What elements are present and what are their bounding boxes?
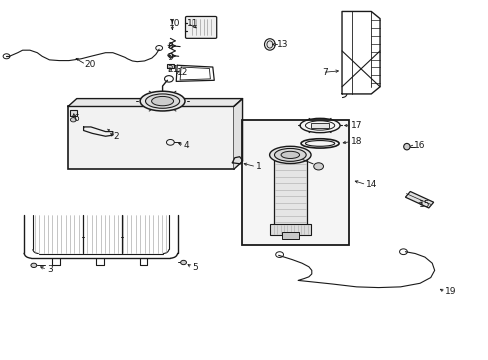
Circle shape [180,260,186,265]
Text: 4: 4 [183,141,189,150]
Bar [167,64,174,68]
Text: 6: 6 [74,114,80,123]
Text: 1: 1 [256,162,262,171]
Bar [273,160,306,229]
Polygon shape [405,192,433,208]
Circle shape [313,163,323,170]
Polygon shape [233,99,242,169]
Text: 10: 10 [169,19,181,28]
Text: 7: 7 [322,68,327,77]
Text: 12: 12 [176,68,188,77]
Text: 16: 16 [413,141,425,150]
Text: 17: 17 [350,121,362,130]
Ellipse shape [269,146,310,163]
Bar [242,120,348,245]
Text: 2: 2 [114,132,119,141]
Text: 3: 3 [47,265,53,274]
Circle shape [167,53,172,57]
FancyBboxPatch shape [185,17,216,39]
Text: 20: 20 [84,60,96,69]
Ellipse shape [151,96,173,106]
Ellipse shape [145,94,179,108]
Ellipse shape [264,39,275,50]
Text: 21: 21 [167,66,179,75]
Ellipse shape [140,91,184,111]
Ellipse shape [403,143,409,150]
Text: 13: 13 [276,40,287,49]
Text: 15: 15 [418,200,429,209]
Text: 8: 8 [167,42,173,51]
Bar [311,123,328,129]
Circle shape [70,118,76,122]
Ellipse shape [274,148,305,161]
Bar [281,232,299,239]
Bar [68,107,233,169]
Text: 18: 18 [350,137,362,146]
Polygon shape [68,99,242,107]
Text: 9: 9 [167,53,173,62]
Text: 14: 14 [366,180,377,189]
Ellipse shape [281,151,299,158]
Circle shape [31,263,37,267]
Bar [70,110,77,116]
Bar [269,224,310,235]
Text: 5: 5 [191,263,197,272]
Text: 11: 11 [186,19,198,28]
Text: 19: 19 [445,287,456,296]
